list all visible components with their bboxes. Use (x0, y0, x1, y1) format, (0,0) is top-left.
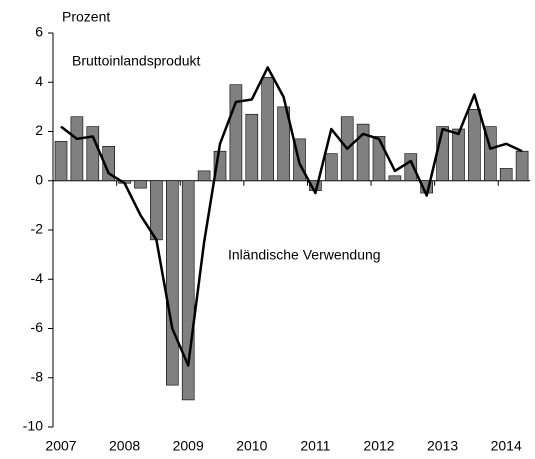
bar (515, 150, 529, 182)
y-tick-label: 2 (35, 122, 43, 138)
y-tick-label: -6 (31, 319, 44, 335)
x-tick-label: 2012 (363, 438, 394, 454)
bar (197, 170, 211, 182)
bar (134, 180, 147, 189)
x-tick-label: 2014 (491, 438, 522, 454)
x-tick-label: 2007 (45, 438, 76, 454)
bar (388, 175, 402, 182)
bar (356, 123, 370, 182)
bar (468, 109, 481, 182)
bar (261, 77, 275, 182)
bar (102, 145, 115, 182)
y-tick-label: -10 (23, 418, 43, 434)
bar (150, 180, 163, 241)
y-tick-label: -4 (31, 270, 44, 286)
bar (70, 116, 84, 182)
bar (166, 180, 179, 386)
x-tick-label: 2008 (109, 438, 140, 454)
series-label: Bruttoinlandsprodukt (72, 53, 201, 69)
x-tick-label: 2009 (173, 438, 204, 454)
y-tick-label: -2 (31, 221, 44, 237)
x-tick-label: 2013 (427, 438, 458, 454)
bar (54, 141, 68, 182)
bar (436, 126, 449, 182)
line (60, 66, 523, 367)
y-tick-label: 4 (35, 73, 43, 89)
bar (277, 106, 290, 182)
bar (245, 113, 259, 182)
bar (86, 126, 100, 182)
x-tick-label: 2010 (236, 438, 267, 454)
bar (499, 168, 513, 182)
y-tick-label: -8 (31, 368, 44, 384)
series-label: Inländische Verwendung (228, 247, 381, 263)
x-tick-label: 2011 (300, 438, 330, 454)
bar (372, 136, 386, 182)
bar (324, 153, 338, 182)
bar (181, 180, 195, 401)
bar (404, 153, 418, 182)
y-axis-title: Prozent (62, 9, 110, 25)
y-tick-label: 6 (35, 24, 43, 40)
bar (229, 84, 243, 182)
y-tick-label: 0 (35, 171, 43, 187)
bar (452, 128, 465, 182)
